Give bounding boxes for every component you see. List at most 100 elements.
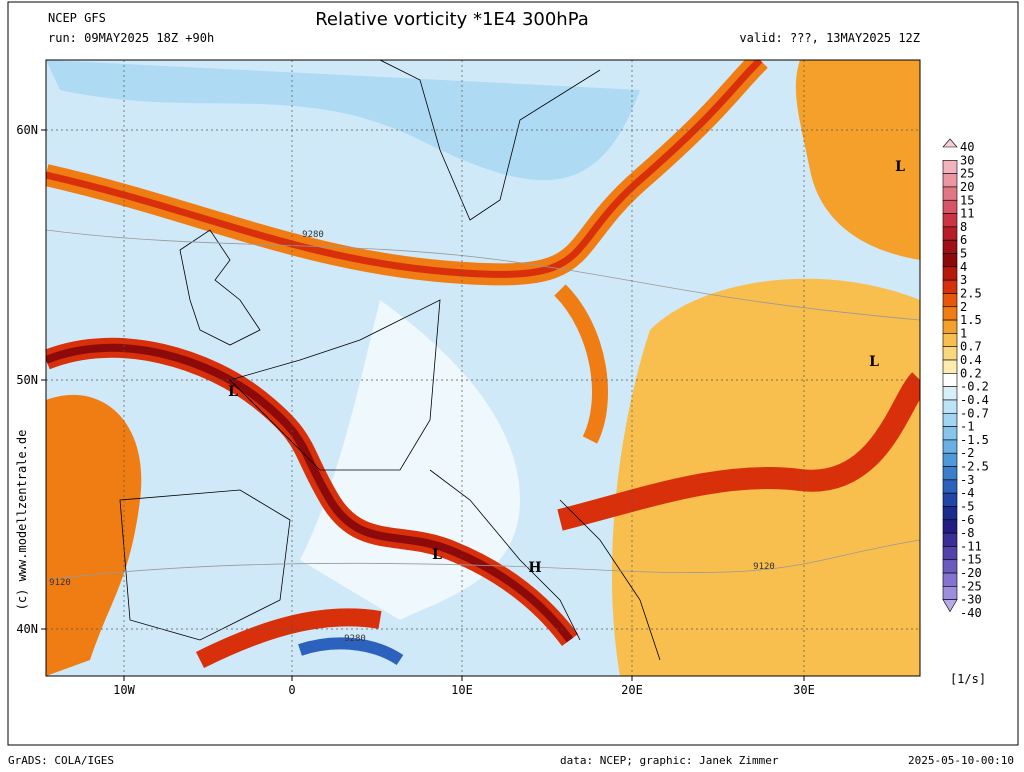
colorbar-label: 2.5 [960,286,982,300]
colorbar-label: 20 [960,180,974,194]
pressure-center: L [228,384,238,400]
colorbar-swatch [942,519,958,534]
colorbar-label: -11 [960,539,982,553]
colorbar-swatch [942,386,958,401]
colorbar-swatch [942,466,958,481]
colorbar-swatch [942,532,958,547]
colorbar-label: 40 [960,140,974,154]
colorbar-swatch [942,373,958,387]
colorbar-label: 25 [960,167,974,181]
colorbar-label: 15 [960,193,974,207]
pressure-center: L [895,159,905,175]
colorbar-label: 0.2 [960,366,982,380]
colorbar-label: 5 [960,247,967,261]
side-credit: (c) www.modellzentrale.de [15,430,29,611]
colorbar-swatch [942,279,958,294]
run: run: 09MAY2025 18Z +90h [48,31,214,45]
colorbar-unit: [1/s] [950,672,986,686]
colorbar-swatch [942,546,958,561]
colorbar-swatch [942,479,958,494]
footer-software: GrADS: COLA/IGES [8,754,114,767]
colorbar-label: -20 [960,566,982,580]
colorbar-swatch [942,253,958,268]
colorbar-swatch [942,160,958,174]
colorbar-swatch [942,213,958,228]
colorbar-swatch [942,439,958,454]
colorbar-label: 4 [960,260,967,274]
lon-tick-label: 20E [621,683,643,697]
lon-tick-label: 30E [793,683,815,697]
title: Relative vorticity *1E4 300hPa [315,9,589,30]
colorbar-label: -2 [960,446,974,460]
pressure-center: L [432,547,442,563]
colorbar-swatch [942,399,958,414]
pressure-center: H [528,560,541,576]
lon-tick-label: 0 [288,683,295,697]
colorbar-label: 8 [960,220,967,234]
colorbar-label: -5 [960,499,974,513]
colorbar-label: 30 [960,153,974,167]
colorbar-swatch [942,293,958,308]
footer-timestamp: 2025-05-10-00:10 [908,754,1014,767]
colorbar-label: -1 [960,420,974,434]
colorbar-label: 11 [960,207,974,221]
colorbar-swatch [942,226,958,241]
colorbar-label: 3 [960,273,967,287]
lat-tick-label: 50N [16,373,38,387]
colorbar-label: -2.5 [960,460,989,474]
colorbar-label: -3 [960,473,974,487]
colorbar-swatch [942,559,958,574]
colorbar-swatch [942,359,958,374]
colorbar-label: -8 [960,526,974,540]
footer-credit: data: NCEP; graphic: Janek Zimmer [560,754,779,767]
lat-tick-label: 60N [16,123,38,137]
colorbar-swatch [942,173,958,188]
colorbar-swatch [942,306,958,321]
colorbar-swatch [942,266,958,281]
map-border [45,59,921,677]
lon-tick-label: 10E [451,683,473,697]
contour-label: 9280 [344,634,366,644]
valid: valid: ???, 13MAY2025 12Z [739,31,920,45]
colorbar-arrow [942,138,958,148]
colorbar-swatch [942,586,958,600]
colorbar-label: 0.7 [960,340,982,354]
colorbar-swatch [942,199,958,214]
pressure-center: L [869,354,879,370]
colorbar-label: -25 [960,579,982,593]
lon-tick-label: 10W [113,683,135,697]
colorbar-swatch [942,186,958,201]
colorbar-swatch [942,506,958,521]
contour-label: 9120 [49,578,71,588]
contour-label: 9280 [302,230,324,240]
colorbar-swatch [942,572,958,587]
colorbar-swatch [942,333,958,348]
colorbar-swatch [942,346,958,361]
contour-label: 9120 [753,562,775,572]
colorbar-label: -6 [960,513,974,527]
colorbar-label: 0.4 [960,353,982,367]
colorbar-label: -40 [960,606,982,620]
colorbar-label: 1.5 [960,313,982,327]
colorbar-arrow [942,599,958,613]
map-field [46,60,920,676]
colorbar-swatch [942,412,958,427]
colorbar-label: -0.4 [960,393,989,407]
colorbar-label: 6 [960,233,967,247]
colorbar-label: 2 [960,300,967,314]
lat-tick-label: 40N [16,622,38,636]
colorbar-label: -4 [960,486,974,500]
colorbar-swatch [942,426,958,441]
model: NCEP GFS [48,11,106,25]
colorbar-swatch [942,319,958,334]
colorbar-swatch [942,239,958,254]
colorbar-label: -0.7 [960,406,989,420]
colorbar-label: 1 [960,326,967,340]
colorbar-label: -0.2 [960,380,989,394]
colorbar-label: -30 [960,593,982,607]
colorbar-label: -1.5 [960,433,989,447]
colorbar-swatch [942,492,958,507]
colorbar-label: -15 [960,553,982,567]
